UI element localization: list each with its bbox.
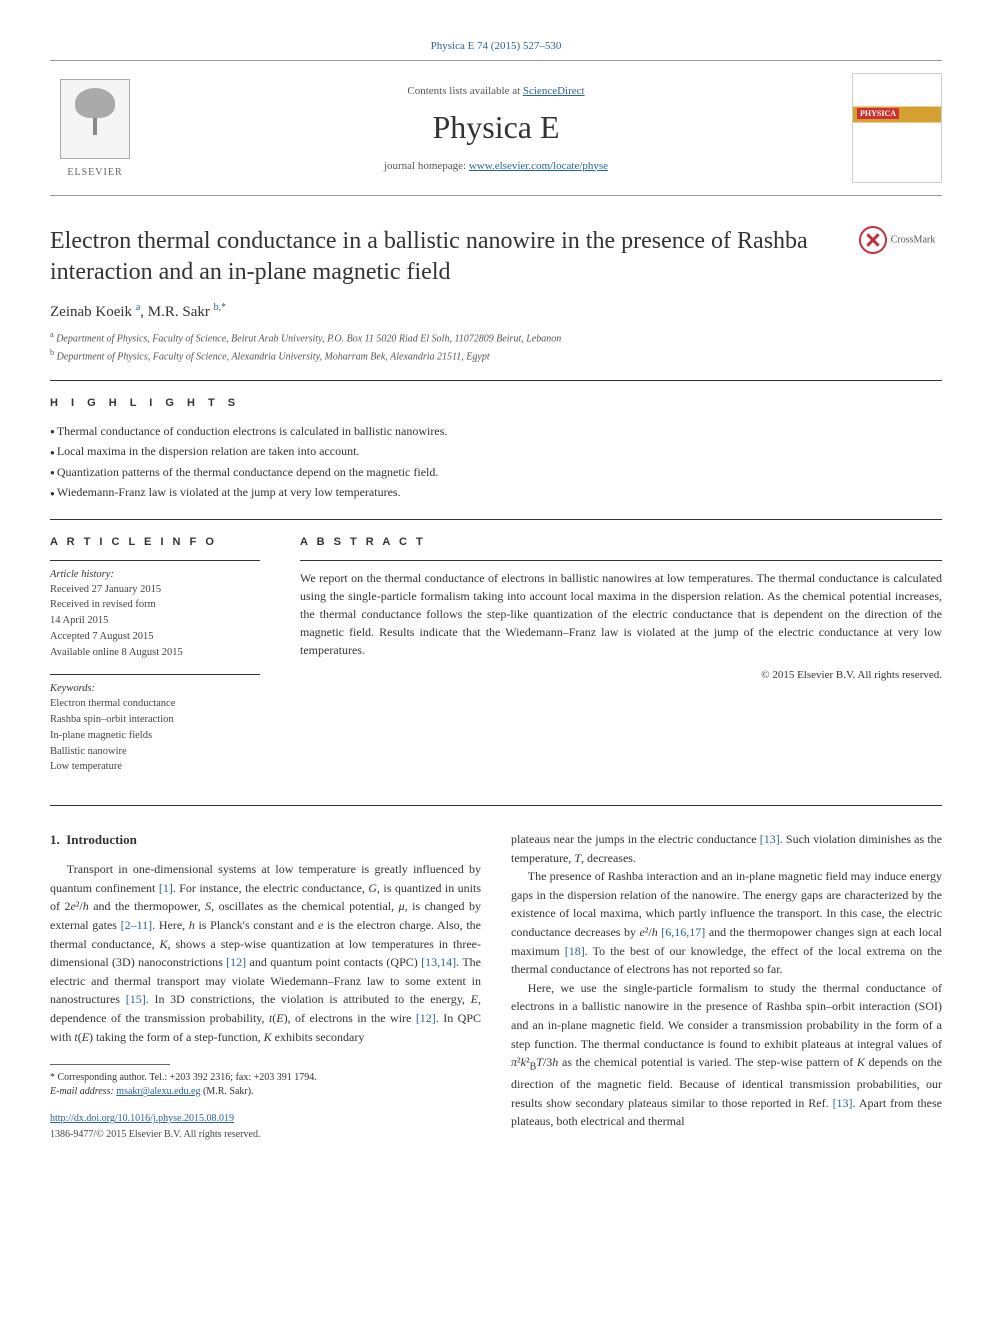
body-paragraph: Transport in one-dimensional systems at … — [50, 860, 481, 1046]
ref-link[interactable]: [12] — [226, 955, 246, 969]
publisher-name: ELSEVIER — [50, 167, 140, 178]
doi-line: http://dx.doi.org/10.1016/j.physe.2015.0… — [50, 1111, 481, 1127]
article-title: Electron thermal conductance in a ballis… — [50, 226, 832, 288]
highlights-label: H I G H L I G H T S — [50, 397, 942, 409]
ref-link[interactable]: [1] — [159, 881, 173, 895]
ref-link[interactable]: [6,16,17] — [661, 925, 705, 939]
highlights-list: Thermal conductance of conduction electr… — [50, 421, 942, 503]
history-line: Received 27 January 2015 — [50, 582, 260, 598]
history-heading: Article history: — [50, 569, 260, 580]
ref-link[interactable]: [13,14] — [421, 955, 456, 969]
history-line: Received in revised form — [50, 597, 260, 613]
ref-link[interactable]: [18] — [565, 944, 585, 958]
body-paragraph: Here, we use the single-particle formali… — [511, 979, 942, 1131]
crossmark-badge[interactable]: CrossMark — [852, 226, 942, 254]
author-0-aff[interactable]: a — [136, 302, 140, 313]
highlight-item: Quantization patterns of the thermal con… — [50, 462, 942, 482]
affiliation-b: b Department of Physics, Faculty of Scie… — [50, 347, 942, 364]
journal-name: Physica E — [140, 109, 852, 146]
affiliation-a: a Department of Physics, Faculty of Scie… — [50, 329, 942, 346]
author-list: Zeinab Koeik a, M.R. Sakr b,* — [50, 302, 942, 321]
author-0: Zeinab Koeik — [50, 304, 132, 320]
issn-line: 1386-9477/© 2015 Elsevier B.V. All right… — [50, 1127, 481, 1143]
publisher-logo: ELSEVIER — [50, 79, 140, 178]
body-column-left: 1. Introduction Transport in one-dimensi… — [50, 830, 481, 1142]
contents-prefix: Contents lists available at — [407, 85, 522, 97]
abstract-copyright: © 2015 Elsevier B.V. All rights reserved… — [300, 669, 942, 681]
abstract-text: We report on the thermal conductance of … — [300, 569, 942, 659]
author-1-aff[interactable]: b,* — [214, 302, 227, 313]
divider — [50, 674, 260, 675]
ref-link[interactable]: [13] — [833, 1096, 853, 1110]
history-line: Accepted 7 August 2015 — [50, 629, 260, 645]
crossmark-icon — [859, 226, 887, 254]
keyword: Ballistic nanowire — [50, 744, 260, 760]
divider — [300, 560, 942, 561]
sciencedirect-link[interactable]: ScienceDirect — [523, 85, 585, 97]
body-paragraph: plateaus near the jumps in the electric … — [511, 830, 942, 867]
highlight-item: Wiedemann-Franz law is violated at the j… — [50, 482, 942, 502]
divider — [50, 560, 260, 561]
keyword: Electron thermal conductance — [50, 696, 260, 712]
keywords-heading: Keywords: — [50, 683, 260, 694]
author-1: M.R. Sakr — [148, 304, 210, 320]
body-paragraph: The presence of Rashba interaction and a… — [511, 867, 942, 979]
elsevier-tree-icon — [60, 79, 130, 159]
divider — [50, 805, 942, 806]
keyword: Low temperature — [50, 759, 260, 775]
email-link[interactable]: msakr@alexu.edu.eg — [116, 1086, 200, 1097]
history-lines: Received 27 January 2015 Received in rev… — [50, 582, 260, 661]
homepage-link[interactable]: www.elsevier.com/locate/physe — [469, 160, 608, 172]
divider — [50, 380, 942, 381]
journal-header: ELSEVIER Contents lists available at Sci… — [50, 60, 942, 196]
ref-link[interactable]: [2–11] — [121, 918, 153, 932]
highlight-item: Thermal conductance of conduction electr… — [50, 421, 942, 441]
footnote-separator — [50, 1064, 170, 1065]
keywords-lines: Electron thermal conductance Rashba spin… — [50, 696, 260, 775]
corresponding-author: * Corresponding author. Tel.: +203 392 2… — [50, 1071, 481, 1085]
journal-homepage: journal homepage: www.elsevier.com/locat… — [140, 160, 852, 172]
footnotes: * Corresponding author. Tel.: +203 392 2… — [50, 1071, 481, 1099]
divider — [50, 519, 942, 520]
keyword: Rashba spin–orbit interaction — [50, 712, 260, 728]
highlight-item: Local maxima in the dispersion relation … — [50, 441, 942, 461]
history-line: 14 April 2015 — [50, 613, 260, 629]
affiliations: a Department of Physics, Faculty of Scie… — [50, 329, 942, 364]
keyword: In-plane magnetic fields — [50, 728, 260, 744]
corresponding-email: E-mail address: msakr@alexu.edu.eg (M.R.… — [50, 1085, 481, 1099]
history-line: Available online 8 August 2015 — [50, 645, 260, 661]
abstract-label: A B S T R A C T — [300, 536, 942, 548]
article-info-label: A R T I C L E I N F O — [50, 536, 260, 548]
ref-link[interactable]: [13] — [760, 832, 780, 846]
section-heading: 1. Introduction — [50, 830, 481, 850]
body-column-right: plateaus near the jumps in the electric … — [511, 830, 942, 1142]
contents-line: Contents lists available at ScienceDirec… — [140, 85, 852, 97]
ref-link[interactable]: [12] — [416, 1011, 436, 1025]
header-citation: Physica E 74 (2015) 527–530 — [50, 40, 942, 52]
ref-link[interactable]: [15] — [126, 992, 146, 1006]
homepage-prefix: journal homepage: — [384, 160, 469, 172]
crossmark-label: CrossMark — [891, 234, 935, 245]
doi-link[interactable]: http://dx.doi.org/10.1016/j.physe.2015.0… — [50, 1113, 234, 1124]
journal-cover-thumbnail — [852, 73, 942, 183]
